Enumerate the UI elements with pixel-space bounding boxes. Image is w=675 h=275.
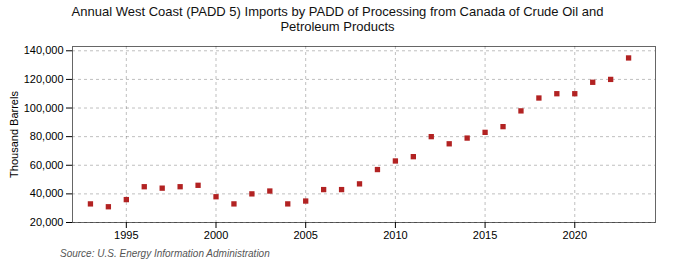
html-text:Annual West Coast (PADD 5) Imp: Annual West Coast (PADD 5) Imports by PA…	[71, 4, 604, 34]
svg-text:60,000: 60,000	[30, 159, 64, 171]
svg-text:80,000: 80,000	[30, 130, 64, 142]
svg-text:2010: 2010	[383, 229, 407, 241]
html-text:Source: U.S. Energy Informatio: Source: U.S. Energy Information Administ…	[60, 248, 270, 259]
svg-text:40,000: 40,000	[30, 187, 64, 199]
svg-text:120,000: 120,000	[24, 73, 64, 85]
svg-text:2015: 2015	[473, 229, 497, 241]
svg-text:Thousand Barrels: Thousand Barrels	[8, 91, 20, 178]
svg-text:2020: 2020	[563, 229, 587, 241]
svg-text:140,000: 140,000	[24, 44, 64, 56]
svg-text:2005: 2005	[293, 229, 317, 241]
svg-text:1995: 1995	[114, 229, 138, 241]
svg-text:20,000: 20,000	[30, 216, 64, 228]
svg-text:2000: 2000	[204, 229, 228, 241]
svg-text:100,000: 100,000	[24, 102, 64, 114]
